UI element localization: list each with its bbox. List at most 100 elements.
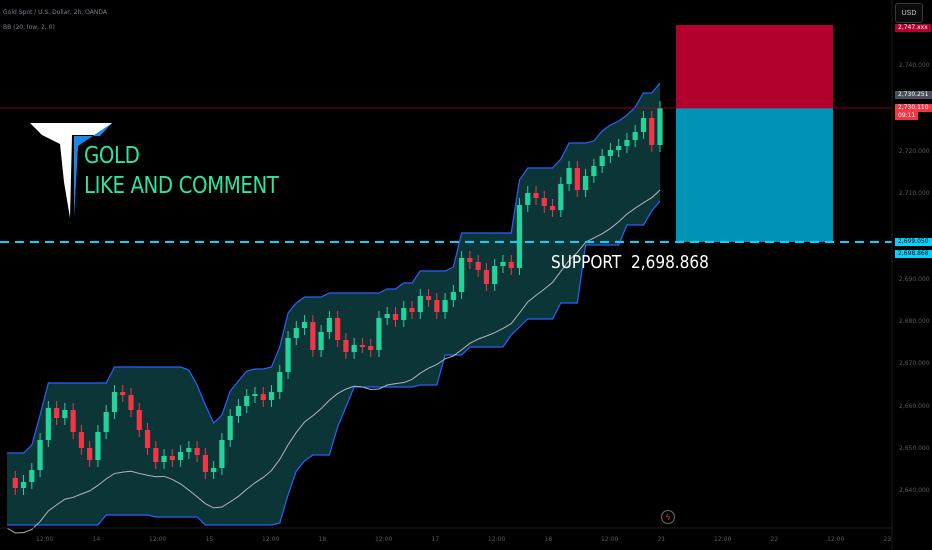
price-tag-last-close: 2,730.251 [895,91,932,99]
time-axis-label: 23 [883,536,892,543]
candle-body [268,392,275,400]
candle-body [409,308,415,312]
bollinger-basis-line [6,189,661,534]
time-axis-label: 14 [92,536,101,543]
candle-body [483,270,490,284]
candle-body [326,318,332,332]
candle-body [616,146,622,150]
candle-body [120,392,126,395]
candle-body [591,166,597,176]
candle-body [202,455,208,472]
candle-body [153,448,159,462]
candle-body [599,156,605,166]
bollinger-band [7,82,661,526]
gold-logo-icon [30,120,115,220]
price-axis-label: 2,680.000 [899,318,930,325]
candle-body [558,184,564,210]
stop-loss-zone[interactable] [676,25,833,108]
candle-body [95,432,101,460]
candle-body [376,318,382,350]
candle-body [37,440,43,470]
candle-body [169,456,175,460]
time-axis-label: 21 [657,536,666,543]
candle-body [500,262,506,266]
candle-body [657,108,663,145]
candle-body [566,168,572,184]
candle-body [417,296,423,312]
price-axis-label: 2,710.000 [899,190,930,197]
candle-body [70,410,76,432]
candle-body [29,470,35,482]
candle-body [277,372,283,392]
candle-body [103,412,109,432]
currency-button[interactable]: USD [895,3,923,23]
candle-body [227,416,233,440]
candle-body [442,300,448,312]
candle-body [549,206,556,210]
candle-body [318,332,324,350]
band-upper-line [7,82,661,454]
time-axis-label: 17 [431,536,440,543]
candle-body [211,468,217,472]
candle-body [285,338,291,372]
price-axis-label: 2,690.000 [899,276,930,283]
candle-body [244,396,250,406]
candle-body [310,322,316,350]
price-axis-label: 2,650.000 [899,445,930,452]
indicator-legend: BB (20, low, 2, 0) [3,24,55,31]
candle-body [128,395,134,410]
price-axis-label: 2,670.000 [899,360,930,367]
candle-body [53,408,60,418]
candlestick-series [12,101,663,495]
candle-body [467,258,473,262]
bolt-icon[interactable]: ϟ [661,510,675,524]
candle-body [508,262,514,268]
time-axis-label: 12:00 [375,536,393,543]
time-axis-label: 18 [318,536,327,543]
candle-body [252,394,258,396]
price-tag-position-top: 2,747.xxx [895,24,931,32]
candle-body [351,345,357,352]
candle-body [219,440,225,468]
candle-body [401,308,407,320]
time-axis-label: 12:00 [714,536,732,543]
candle-body [335,318,341,340]
candle-body [450,292,456,300]
price-axis-label: 2,640.000 [899,487,930,494]
candle-body [425,296,432,300]
take-profit-zone[interactable] [676,108,833,242]
candle-body [186,448,192,452]
candle-body [177,452,184,460]
candle-body [87,448,93,460]
candle-body [516,205,523,268]
candle-body [574,168,580,190]
price-tag-current: 2,730.110 [895,104,932,112]
symbol-title: Gold Spot / U.S. Dollar, 2h, OANDA [3,9,107,16]
candle-body [475,262,481,270]
candle-body [607,150,614,156]
candle-body [62,410,68,418]
time-axis-label: 12:00 [488,536,506,543]
candle-body [78,432,84,448]
time-axis-label: 12:00 [149,536,167,543]
candle-body [359,345,366,347]
overlay-subtitle: LIKE AND COMMENT [84,173,279,199]
candle-body [260,394,266,400]
time-axis-label: 12:00 [262,536,280,543]
candle-body [45,408,51,440]
candle-body [525,193,531,205]
candle-body [136,410,142,430]
overlay-title: GOLD [84,143,140,169]
candle-body [640,118,647,132]
candle-body [161,456,167,462]
candle-body [384,314,390,318]
band-fill [7,83,660,525]
candle-body [194,448,200,455]
time-axis-label: 12:00 [36,536,54,543]
time-axis-label: 12:00 [601,536,619,543]
band-lower-line [7,200,661,526]
candle-body [111,392,118,412]
price-countdown: 09:11 [895,112,919,120]
candle-body [12,478,18,488]
